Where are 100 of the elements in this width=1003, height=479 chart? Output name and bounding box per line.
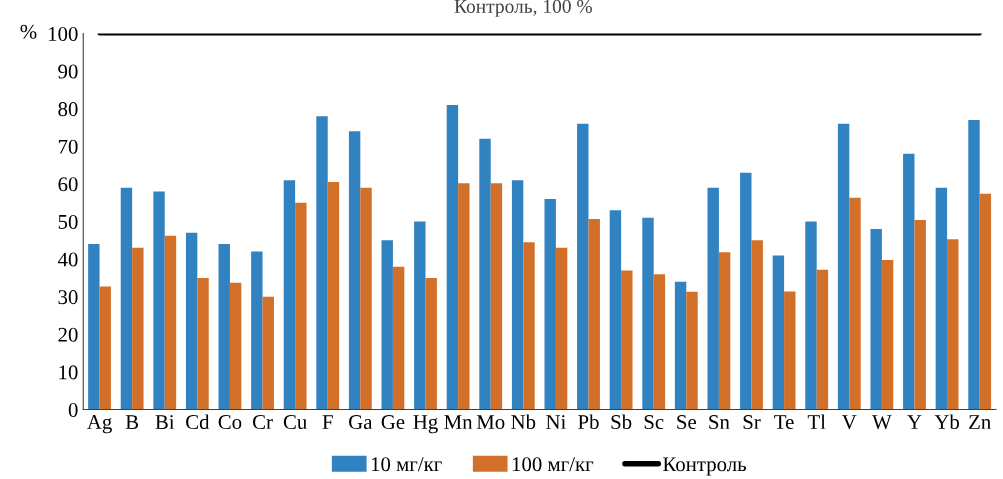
- y-tick-label: 80: [58, 102, 78, 117]
- x-tick-label: Nb: [511, 414, 536, 430]
- bar: [316, 116, 328, 410]
- bar: [577, 123, 589, 410]
- bar: [229, 282, 242, 410]
- x-tick-label: F: [322, 415, 333, 429]
- y-tick-label: 70: [58, 139, 78, 154]
- x-tick-label: Cu: [283, 415, 307, 430]
- bar: [653, 274, 666, 410]
- bar: [740, 172, 752, 410]
- x-tick-label: Sr: [743, 415, 761, 430]
- bar: [707, 187, 719, 410]
- bar: [283, 180, 296, 410]
- bar: [458, 183, 470, 410]
- bar: [686, 291, 698, 410]
- bar: [446, 104, 459, 410]
- x-tick-label: Ga: [349, 415, 373, 430]
- bar: [674, 281, 687, 410]
- bar: [197, 277, 209, 410]
- bar: [816, 269, 829, 410]
- bar: [425, 277, 437, 410]
- x-tick-label: Pb: [578, 414, 599, 430]
- bar: [132, 247, 144, 410]
- x-tick-label: Cd: [186, 414, 210, 430]
- bar: [805, 221, 817, 410]
- bar: [153, 191, 165, 410]
- bar: [881, 259, 894, 410]
- bar: [849, 197, 861, 410]
- bar: [262, 296, 274, 410]
- bar: [164, 235, 177, 410]
- bar: [588, 218, 600, 410]
- bar: [544, 198, 556, 410]
- y-tick-label: 90: [58, 64, 78, 79]
- bar: [381, 240, 393, 410]
- y-tick-label: 40: [57, 252, 78, 267]
- bar: [348, 131, 361, 410]
- bar: [914, 220, 926, 410]
- bar: [511, 180, 524, 410]
- x-tick-label: Yb: [934, 414, 960, 430]
- x-tick-label: Ag: [87, 415, 112, 434]
- bar: [392, 266, 405, 410]
- bar: [609, 210, 622, 410]
- bar: [414, 221, 426, 410]
- x-tick-label: V: [842, 415, 857, 430]
- bar: [935, 187, 948, 410]
- bar: [327, 182, 340, 410]
- bar: [751, 240, 763, 410]
- bar: [968, 120, 980, 410]
- bar: [99, 286, 111, 410]
- x-tick-label: Mo: [476, 415, 505, 430]
- bar: [903, 153, 915, 410]
- bar: [120, 187, 133, 410]
- x-tick-label: Ge: [381, 415, 405, 430]
- y-tick-label: 10: [59, 365, 78, 380]
- bar: [979, 193, 992, 410]
- legend-label: Контроль: [663, 457, 747, 476]
- x-tick-label: W: [872, 415, 892, 430]
- bar: [88, 244, 100, 410]
- bar: [523, 242, 535, 410]
- y-tick-label: 30: [58, 290, 78, 305]
- bar: [621, 270, 633, 410]
- legend-label: 10 мг/кг: [371, 457, 442, 472]
- x-tick-label: Sn: [709, 415, 730, 430]
- x-tick-label: Cr: [252, 415, 273, 430]
- bar: [218, 244, 230, 410]
- x-tick-label: Te: [774, 415, 794, 430]
- legend-label: 100 мг/кг: [512, 457, 594, 472]
- bar: [479, 138, 491, 410]
- x-tick-label: Y: [907, 415, 922, 429]
- y-tick-label: 100: [48, 26, 78, 41]
- bar: [772, 255, 785, 410]
- bar: [490, 183, 503, 410]
- x-tick-label: Tl: [807, 414, 826, 429]
- x-tick-label: B: [125, 415, 139, 429]
- x-tick-label: Zn: [969, 415, 991, 429]
- bar: [360, 187, 372, 410]
- y-tick-label: 20: [58, 327, 78, 342]
- x-tick-label: Ni: [546, 415, 566, 429]
- x-tick-label: Sc: [644, 415, 664, 430]
- bar: [947, 239, 959, 410]
- x-tick-label: Co: [218, 415, 242, 430]
- bar: [837, 123, 850, 410]
- y-tick-label: 0: [68, 402, 78, 417]
- bar: [251, 251, 263, 410]
- bar: [784, 291, 796, 410]
- x-tick-label: Bi: [155, 415, 175, 429]
- bar: [870, 229, 882, 410]
- annotation: Контроль, 100 %: [454, 0, 592, 17]
- bar: [642, 217, 654, 410]
- x-tick-label: Se: [677, 415, 696, 430]
- bar: [555, 247, 568, 410]
- x-tick-label: Mn: [444, 415, 473, 429]
- x-tick-label: Hg: [413, 415, 438, 434]
- x-tick-label: Sb: [611, 414, 632, 430]
- y-tick-label: 60: [58, 177, 78, 192]
- y-tick-label: 50: [58, 214, 78, 229]
- bar: [185, 232, 198, 410]
- bar: [718, 252, 731, 410]
- bar: [295, 202, 307, 410]
- y-axis-title: %: [20, 24, 37, 39]
